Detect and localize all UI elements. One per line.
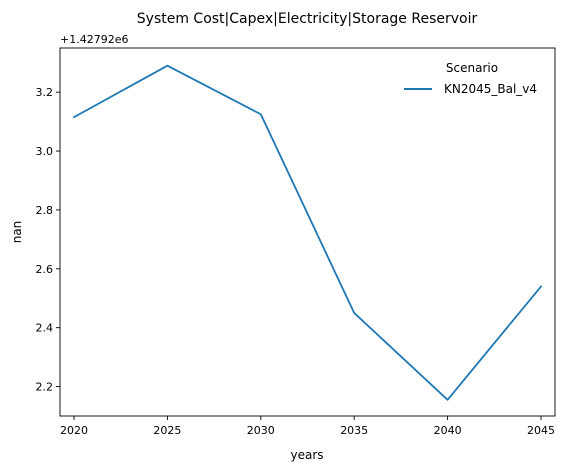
y-axis-offset-label: +1.42792e6 [60,33,128,46]
chart-title: System Cost|Capex|Electricity|Storage Re… [137,11,478,27]
legend-title: Scenario [446,61,498,75]
plot-frame [59,47,556,417]
y-axis-ticks: 2.2 2.4 2.6 2.8 3.0 3.2 [36,86,60,394]
legend: Scenario KN2045_Bal_v4 [404,61,537,96]
y-tick-label: 2.2 [36,381,54,394]
series-layer [72,64,543,401]
plot-area: 2.22.42.62.83.03.2 2020 2025 2030 2035 2040 2… [36,47,556,437]
y-tick-label: 3.2 [36,86,54,99]
y-axis-label: nan [10,221,24,244]
x-axis-label: years [290,448,323,462]
y-tick-label: 2.4 [36,322,54,335]
y-tick-label: 2.8 [36,204,54,217]
x-tick-label: 2020 [60,424,88,437]
y-tick-label: 2.6 [36,263,54,276]
y-tick-label: 3.0 [36,145,54,158]
series-line-kn2045-bal-v4 [72,64,543,401]
x-tick-label: 2030 [247,424,275,437]
legend-label-kn2045-bal-v4: KN2045_Bal_v4 [444,82,537,96]
x-tick-label: 2040 [434,424,462,437]
x-tick-label: 2025 [153,424,181,437]
x-tick-label: 2045 [527,424,555,437]
x-tick-label: 2035 [340,424,368,437]
x-axis-ticks: 2020 2025 2030 2035 2040 2045 [60,416,555,437]
